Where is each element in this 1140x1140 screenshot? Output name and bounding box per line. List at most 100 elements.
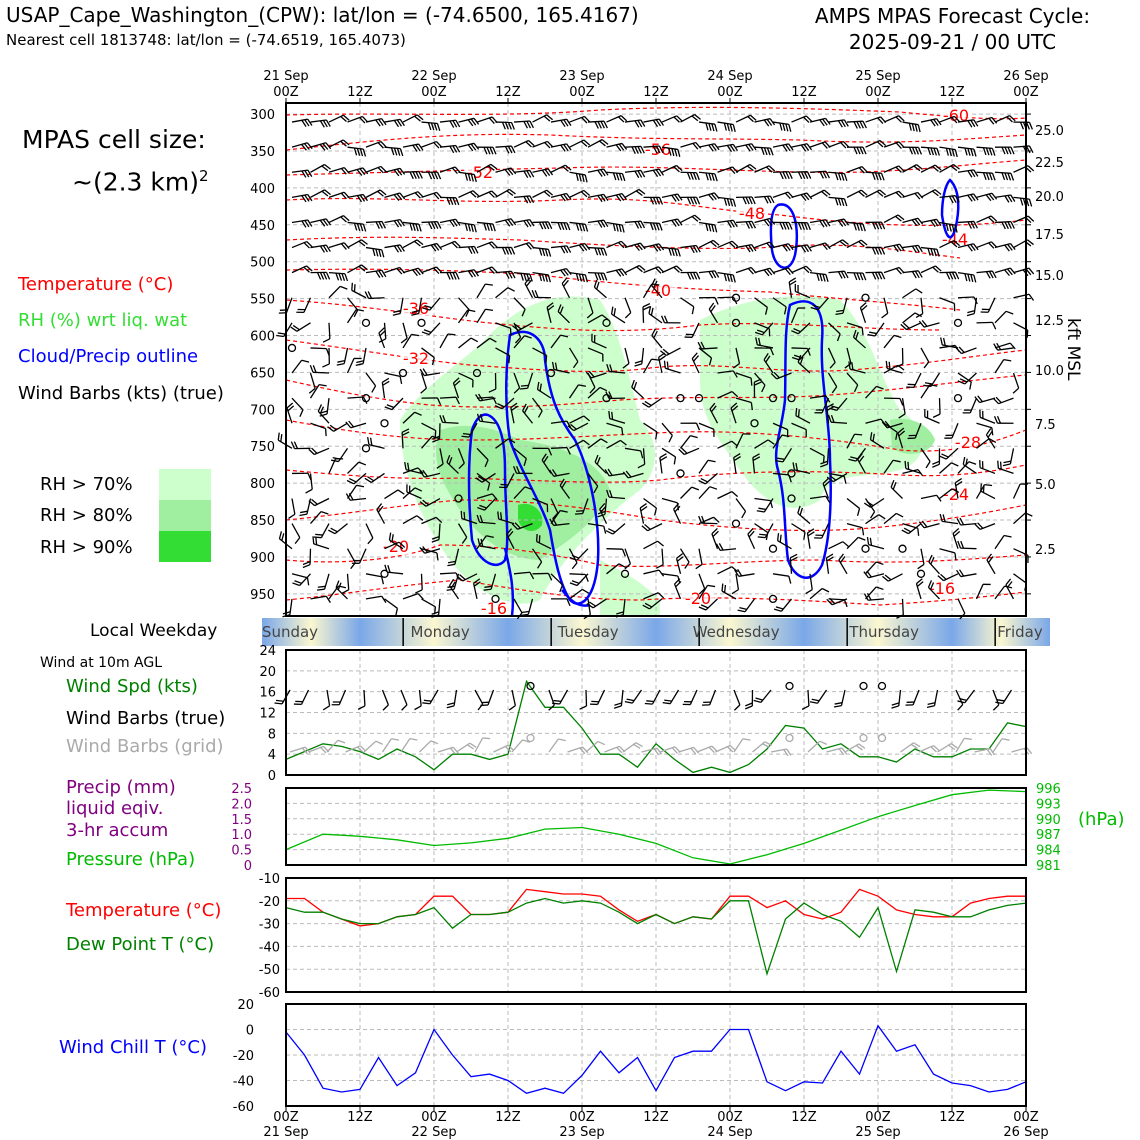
wind-barb-feather xyxy=(543,115,551,122)
wind-barb-feather xyxy=(797,409,800,418)
wind-barb xyxy=(717,491,739,500)
wind-barb-feather xyxy=(597,247,602,256)
wind-barb-feather xyxy=(709,486,718,490)
wind-barb-feather xyxy=(414,705,422,711)
wind-barb xyxy=(994,220,1015,230)
bottom-time-tick-label: 00Z xyxy=(569,1110,595,1125)
wind-barb-staff xyxy=(698,548,703,565)
wind-barb-feather xyxy=(601,139,609,145)
wind-barb xyxy=(809,495,831,504)
wind-barb-feather xyxy=(353,284,356,292)
wind-barb-feather xyxy=(322,219,329,227)
wind-barb-feather xyxy=(594,247,599,256)
wind-barb-feather xyxy=(300,510,308,514)
wind-barb-feather xyxy=(908,123,912,131)
wind-barb-feather xyxy=(418,224,422,232)
wind-barb-feather xyxy=(674,505,681,513)
wind-barb-feather xyxy=(596,456,601,465)
wind-barb-feather xyxy=(723,198,728,206)
wind-barb xyxy=(773,598,793,612)
wind-barb-feather xyxy=(985,194,992,202)
wind-barb-feather xyxy=(570,423,577,430)
wind-barb-feather xyxy=(401,428,410,433)
wind-barb-feather xyxy=(806,143,813,151)
wind-barb-feather xyxy=(520,384,529,387)
wind-barb-feather xyxy=(515,465,521,474)
wind-barb-feather xyxy=(483,146,488,155)
wind-barb xyxy=(345,492,367,501)
wind-barb-staff xyxy=(994,585,1006,600)
wind-barb xyxy=(365,595,387,603)
wind-barb-feather xyxy=(714,224,718,233)
wind-barb-feather xyxy=(439,414,444,423)
wind-barb xyxy=(302,548,312,569)
wind-tick-label: 24 xyxy=(259,644,276,659)
wind-barb-feather xyxy=(613,705,622,709)
wind-barb xyxy=(883,243,905,253)
rh-shading-area xyxy=(700,296,923,509)
wind-barb-feather xyxy=(380,165,387,173)
wind-barb-feather xyxy=(963,409,972,411)
wind-barb-feather xyxy=(816,273,820,281)
wind-barb xyxy=(411,297,423,316)
wind-barb xyxy=(365,165,387,174)
wind-barb-feather xyxy=(337,582,342,591)
wind-barb-feather xyxy=(359,148,364,157)
wind-barb xyxy=(939,297,956,312)
wind-barb-staff xyxy=(606,439,621,449)
wind-barb-feather xyxy=(891,705,899,709)
wind-barb-feather xyxy=(634,360,643,364)
wind-barb-staff xyxy=(661,573,678,577)
wind-barb-feather xyxy=(988,117,995,125)
wind-barb xyxy=(550,245,572,254)
wind-barb-staff xyxy=(346,358,355,374)
wind-barb xyxy=(347,193,368,203)
wind-barb-feather xyxy=(393,120,400,128)
wind-barb xyxy=(421,242,443,252)
wind-barb-feather xyxy=(897,364,905,371)
wind-barb-feather xyxy=(838,553,844,561)
calm-marker xyxy=(916,569,926,578)
temperature-contour xyxy=(285,419,1027,452)
wind-barb-feather xyxy=(612,172,617,181)
wind-barb-feather xyxy=(322,143,329,150)
wind-barb xyxy=(642,397,663,408)
wind-barb-feather xyxy=(899,243,905,251)
wind-barb-feather xyxy=(666,361,669,370)
wind-barb-staff xyxy=(476,447,489,461)
wind-barb-feather xyxy=(624,563,631,570)
wind-barb-staff xyxy=(328,458,337,474)
wind-barb xyxy=(346,297,359,318)
wind-barb xyxy=(917,548,925,570)
wind-barb-feather xyxy=(677,149,681,157)
wind-barb-feather xyxy=(839,240,847,247)
wind-barb-feather xyxy=(442,415,447,423)
wind-barb-feather xyxy=(945,272,951,280)
wind-barb-feather xyxy=(325,142,332,150)
wind-barb xyxy=(730,402,739,424)
wind-barb-feather xyxy=(862,223,866,232)
wind-barb-feather xyxy=(763,219,770,227)
temperature-label-bg xyxy=(400,301,432,317)
wind-barb-feather xyxy=(454,240,461,248)
wind-barb-feather xyxy=(361,239,368,245)
wind-barb-feather xyxy=(322,120,328,128)
wind-barb-feather xyxy=(954,149,958,158)
wind-barb-feather xyxy=(945,148,949,156)
wind-barb-feather xyxy=(299,409,304,418)
wind-barb-feather xyxy=(653,748,660,756)
wind-barb xyxy=(476,308,494,324)
wind-barb xyxy=(806,528,815,549)
wind-barb-staff xyxy=(531,548,543,563)
wind-barb-staff xyxy=(846,322,863,329)
wind-barb xyxy=(651,278,663,299)
wind-barb-staff xyxy=(920,548,925,565)
wind-barb-feather xyxy=(898,413,906,419)
wind-barb xyxy=(291,169,313,178)
windchill-tick-label: -40 xyxy=(233,1075,254,1090)
wind-barb-feather xyxy=(280,434,283,442)
wind-barb-staff xyxy=(309,384,320,399)
wind-barb-feather xyxy=(962,456,966,465)
wind-barb-staff xyxy=(550,420,567,424)
wind-barb-feather xyxy=(449,120,455,128)
